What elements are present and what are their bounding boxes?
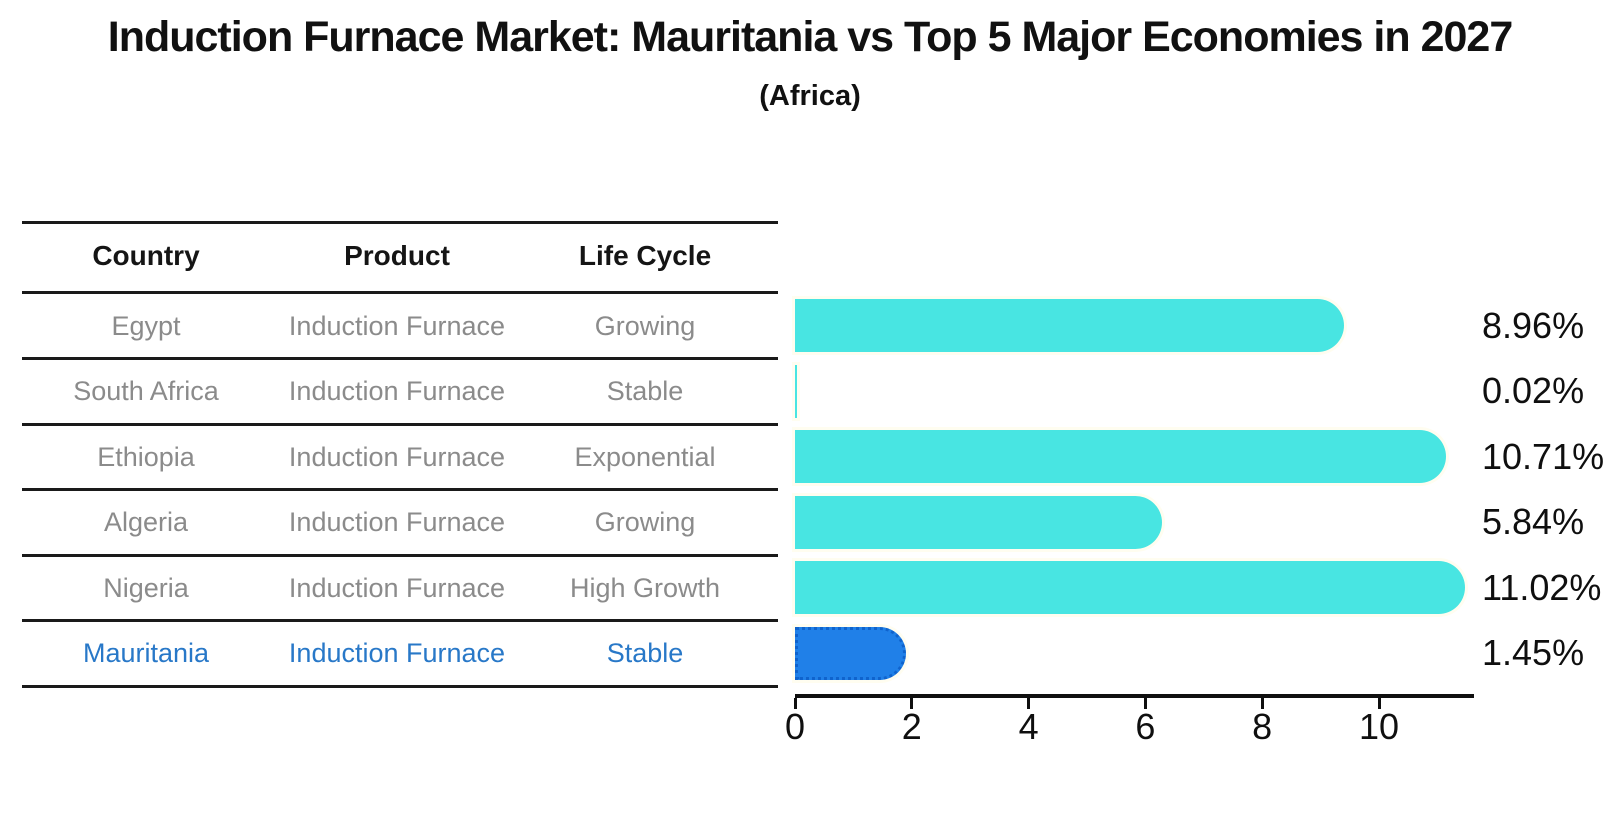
chart-title: Induction Furnace Market: Mauritania vs …: [107, 13, 1514, 61]
x-tick-label: 6: [1135, 706, 1156, 747]
table-cell-product-algeria: Induction Furnace: [288, 507, 506, 538]
bar-nigeria: [795, 561, 1465, 615]
table-row-rule: [22, 619, 778, 622]
table-cell-country-south-africa: South Africa: [73, 376, 219, 407]
x-tick: [1377, 698, 1381, 709]
table-row-rule: [22, 684, 778, 688]
x-tick-label: 0: [784, 706, 806, 747]
x-tick: [1260, 698, 1264, 709]
table-row-rule: [22, 422, 778, 426]
table-cell-country-nigeria: Nigeria: [103, 572, 189, 603]
x-tick: [1027, 698, 1031, 709]
table-cell-country-ethiopia: Ethiopia: [97, 441, 195, 472]
x-tick: [910, 698, 914, 709]
table-cell-life-cycle-mauritania: Stable: [606, 638, 684, 669]
table-cell-life-cycle-algeria: Growing: [594, 507, 696, 538]
x-tick: [793, 698, 797, 709]
x-tick-label: 10: [1358, 706, 1400, 747]
table-header-rule: [22, 291, 778, 294]
value-label-egypt: 8.96%: [1482, 304, 1585, 346]
table-cell-product-ethiopia: Induction Furnace: [288, 441, 506, 472]
table-row-rule: [22, 553, 778, 557]
bar-ethiopia: [795, 430, 1447, 484]
table-row-rule: [22, 488, 778, 491]
value-label-ethiopia: 10.71%: [1482, 435, 1605, 477]
table-cell-life-cycle-ethiopia: Exponential: [574, 441, 716, 472]
table-cell-product-south-africa: Induction Furnace: [288, 376, 506, 407]
table-row-rule: [22, 357, 778, 360]
table-cell-life-cycle-south-africa: Stable: [606, 376, 684, 407]
x-tick-label: 4: [1018, 706, 1039, 747]
table-cell-product-nigeria: Induction Furnace: [288, 572, 506, 603]
table-cell-country-algeria: Algeria: [103, 507, 189, 538]
table-cell-product-egypt: Induction Furnace: [288, 310, 506, 341]
table-top-rule: [22, 221, 778, 224]
chart-subtitle: (Africa): [759, 80, 861, 112]
table-cell-product-mauritania: Induction Furnace: [288, 638, 506, 669]
x-tick-label: 8: [1252, 706, 1273, 747]
value-label-nigeria: 11.02%: [1482, 566, 1602, 608]
value-label-south-africa: 0.02%: [1482, 370, 1585, 412]
x-tick-label: 2: [901, 706, 922, 747]
bar-egypt: [795, 299, 1345, 353]
table-cell-life-cycle-nigeria: High Growth: [569, 572, 721, 603]
table-cell-life-cycle-egypt: Growing: [594, 310, 696, 341]
table-cell-country-mauritania: Mauritania: [82, 638, 210, 669]
column-header-product: Product: [344, 240, 450, 271]
column-header-country: Country: [92, 240, 200, 271]
column-header-life-cycle: Life Cycle: [578, 240, 712, 271]
bar-mauritania: [795, 626, 906, 680]
table-cell-country-egypt: Egypt: [111, 310, 181, 341]
value-label-algeria: 5.84%: [1482, 501, 1585, 543]
value-label-mauritania: 1.45%: [1482, 632, 1585, 674]
x-axis-line: [795, 694, 1474, 698]
x-tick: [1143, 698, 1147, 709]
bar-algeria: [795, 495, 1163, 549]
bar-south-africa: [795, 364, 797, 418]
